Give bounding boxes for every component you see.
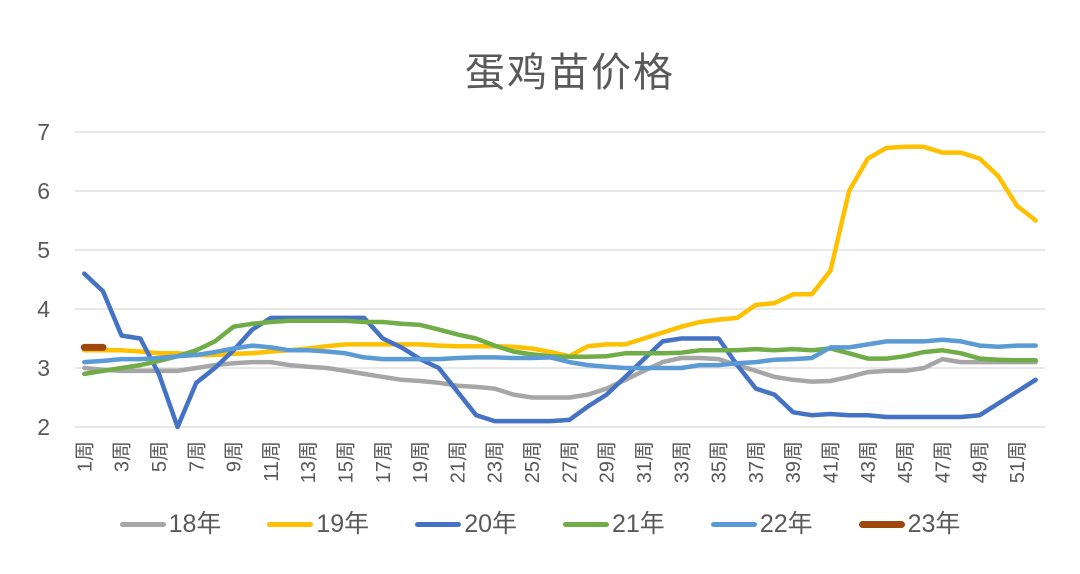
x-tick-label: 29周 [597, 441, 619, 483]
x-tick-label: 35周 [709, 441, 731, 483]
series-line-0-18年 [82, 355, 1038, 400]
x-tick-label: 7周 [186, 441, 208, 472]
legend-item-1: 19年 [267, 512, 369, 537]
x-tick-label: 25周 [522, 441, 544, 483]
y-tick-label: 2 [37, 414, 50, 440]
x-tick-label: 13周 [298, 441, 320, 483]
y-tick-label: 7 [37, 119, 50, 145]
legend-item-3: 21年 [563, 512, 665, 537]
x-tick-label: 33周 [671, 441, 693, 483]
x-tick-label: 17周 [373, 441, 395, 483]
series-lines [80, 144, 1038, 430]
x-tick-label: 39周 [783, 441, 805, 483]
chart-title: 蛋鸡苗价格 [465, 50, 675, 96]
legend-item-0: 18年 [119, 510, 222, 538]
legend-label: 22年 [759, 510, 813, 538]
y-tick-label: 4 [37, 296, 50, 322]
gridlines [75, 131, 1045, 428]
series-line-4-22年 [82, 337, 1038, 371]
x-tick-label: 37周 [746, 441, 768, 483]
x-tick-label: 3周 [112, 441, 134, 472]
x-tick-label: 11周 [261, 441, 283, 482]
x-tick-label: 49周 [970, 441, 992, 483]
legend-label: 18年 [168, 510, 222, 538]
legend-label: 19年 [316, 510, 370, 538]
x-tick-label: 23周 [485, 441, 507, 483]
y-tick-label: 5 [37, 237, 50, 263]
legend-swatch [710, 522, 757, 527]
legend-swatch [267, 522, 314, 527]
x-axis-labels: 1周 3周 5周 7周 9周 11周 13周 15周 17周 19周 21周 23周 25周 27周 29周… [74, 441, 1029, 483]
x-tick-label: 21周 [447, 441, 469, 483]
x-tick-label: 43周 [858, 441, 880, 483]
y-tick-label: 3 [37, 355, 50, 381]
x-tick-label: 41周 [820, 441, 842, 483]
legend-swatch [858, 521, 905, 528]
legend-swatch [563, 522, 609, 527]
x-tick-label: 15周 [335, 441, 357, 483]
legend-label: 23年 [907, 510, 961, 538]
chart-legend: 18年 19年 20年 21年 22年 23年 [0, 512, 1080, 537]
legend-item-5: 23年 [858, 510, 961, 538]
line-chart-plot: 2 3 4 5 6 7 1周 3周 5周 7周 9周 11周 13周 15周 17周 19周 21周 23周 25周… [37, 119, 1045, 483]
y-axis-labels: 2 3 4 5 6 7 [37, 119, 50, 440]
legend-label: 21年 [612, 510, 665, 538]
legend-item-2: 20年 [415, 512, 517, 537]
series-line-3-21年 [82, 318, 1038, 377]
x-tick-label: 45周 [895, 441, 917, 483]
x-tick-label: 1周 [74, 441, 96, 472]
x-tick-label: 19周 [410, 441, 432, 483]
x-tick-label: 31周 [634, 441, 656, 483]
series-line-2-20年 [82, 271, 1038, 430]
legend-label: 20年 [464, 510, 517, 538]
y-tick-label: 6 [37, 178, 50, 204]
x-tick-label: 5周 [149, 441, 171, 472]
x-tick-label: 9周 [224, 441, 246, 472]
series-line-1-19年 [82, 144, 1038, 359]
x-tick-label: 51周 [1007, 441, 1029, 483]
x-tick-label: 27周 [559, 441, 581, 483]
x-tick-label: 47周 [932, 441, 954, 483]
legend-swatch [415, 522, 462, 527]
legend-swatch [119, 522, 166, 527]
legend-item-4: 22年 [710, 510, 813, 538]
